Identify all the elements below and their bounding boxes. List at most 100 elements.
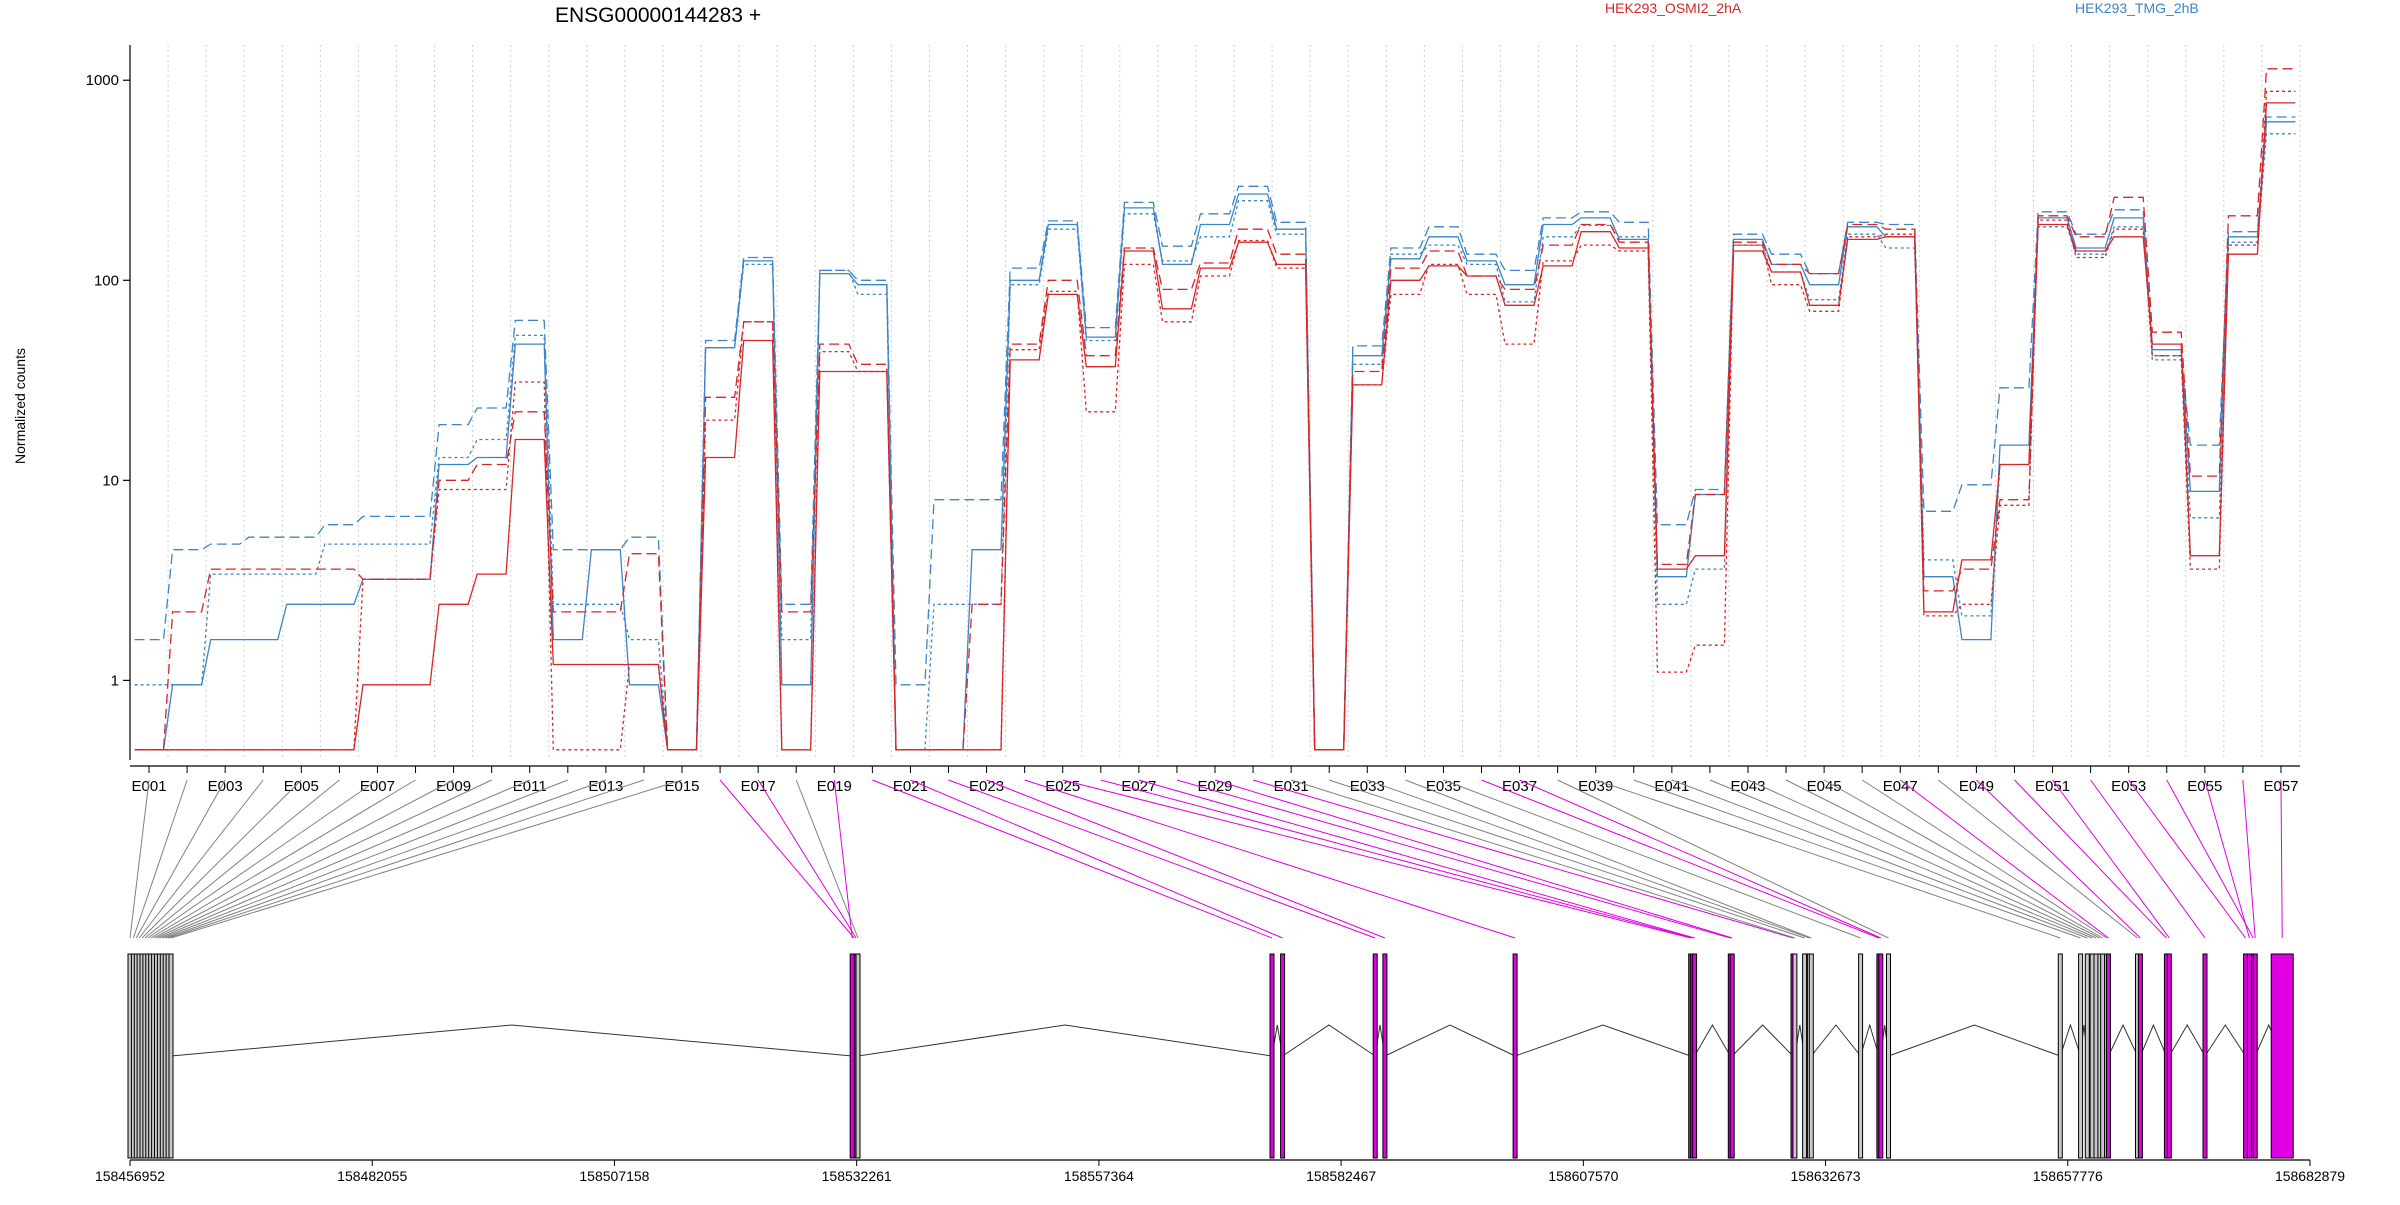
exon-connector — [1633, 779, 2081, 939]
grid — [129, 45, 2301, 760]
exon-connector — [170, 779, 683, 939]
x-tick-label: E005 — [284, 778, 319, 795]
x-tick-label: E045 — [1807, 778, 1842, 795]
exon-box — [1802, 953, 1808, 1159]
series-line-b-solid — [134, 121, 2296, 751]
coordinate-tick-label: 158607570 — [1548, 1168, 1618, 1184]
exon-connector — [129, 779, 150, 939]
exon-connector — [132, 779, 188, 939]
exon-connector — [1595, 779, 2061, 939]
exon-connector — [1214, 779, 1733, 939]
x-tick-label: E013 — [588, 778, 623, 795]
exon-connector — [1329, 779, 1805, 939]
coordinate-tick-label: 158632673 — [1791, 1168, 1861, 1184]
x-tick-label: E039 — [1578, 778, 1613, 795]
y-tick-label: 10 — [102, 472, 119, 489]
chart-title: ENSG00000144283 + — [555, 4, 761, 27]
exon-connector — [165, 779, 607, 939]
exon-connector — [795, 779, 859, 939]
x-tick-label: E043 — [1730, 778, 1765, 795]
exon-box — [2202, 953, 2208, 1159]
exon-connector — [1519, 779, 1882, 939]
exon-connector — [167, 779, 645, 939]
coordinate-tick-label: 158682879 — [2275, 1168, 2345, 1184]
exon-connectors — [129, 779, 2283, 939]
intron-line — [170, 1023, 2283, 1057]
exon-connector — [159, 779, 530, 939]
coordinate-tick-label: 158557364 — [1064, 1168, 1134, 1184]
exon-connector — [150, 779, 416, 939]
exon-connector — [948, 779, 1376, 939]
exon-connector — [1976, 779, 2141, 939]
y-tick-label: 1000 — [86, 72, 119, 89]
exon-box — [1280, 953, 1286, 1159]
y-axis: 1 10 100 1000 — [86, 45, 131, 760]
exon-box — [2078, 953, 2084, 1159]
exon-connector — [1405, 779, 1812, 939]
exon-box — [1382, 953, 1388, 1159]
x-tick-label: E021 — [893, 778, 928, 795]
exon-connector — [135, 779, 226, 939]
exon-connector — [1443, 779, 1861, 939]
exon-box — [2084, 953, 2090, 1159]
series-line-a-dotted — [134, 90, 2296, 751]
exon-connector — [2280, 779, 2283, 939]
exon-connector — [1861, 779, 2107, 939]
coordinate-tick-label: 158507158 — [579, 1168, 649, 1184]
x-tick-label: E051 — [2035, 778, 2070, 795]
exon-connector — [1899, 779, 2109, 939]
y-tick-label: 100 — [94, 272, 119, 289]
exon-connector — [1290, 779, 1796, 939]
exon-box — [2137, 953, 2143, 1159]
x-tick-label: E029 — [1197, 778, 1232, 795]
exon-box — [2166, 953, 2172, 1159]
exon-box — [2252, 953, 2258, 1159]
coordinate-tick-label: 158582467 — [1306, 1168, 1376, 1184]
exon-connector — [162, 779, 568, 939]
x-tick-label: E003 — [208, 778, 243, 795]
series-line-a-solid — [134, 102, 2296, 751]
exon-connector — [1823, 779, 2103, 939]
exon-box — [2100, 953, 2106, 1159]
exon-connector — [1100, 779, 1693, 939]
x-tick-label: E033 — [1350, 778, 1385, 795]
exon-connector — [757, 779, 857, 939]
exon-box — [1878, 953, 1884, 1159]
exon-connector — [2204, 779, 2250, 939]
coordinate-tick-label: 158532261 — [822, 1168, 892, 1184]
exon-box — [1729, 953, 1735, 1159]
exon-connector — [2128, 779, 2246, 939]
exon-connector — [1252, 779, 1794, 939]
exon-box — [1269, 953, 1275, 1159]
exon-connector — [138, 779, 264, 939]
exon-box — [2106, 953, 2111, 1159]
exon-connector — [1138, 779, 1695, 939]
series-line-b-dotted — [134, 133, 2296, 751]
exon-connector — [1557, 779, 1889, 939]
exon-connector — [153, 779, 454, 939]
exon-connector — [147, 779, 378, 939]
exon-box — [2246, 953, 2252, 1159]
exon-box — [1512, 953, 1518, 1159]
exon-connector — [2090, 779, 2206, 939]
exon-box — [2057, 953, 2063, 1159]
x-tick-label: E015 — [664, 778, 699, 795]
legend-label-osmi2: HEK293_OSMI2_2hA — [1605, 0, 1742, 16]
exon-connector — [719, 779, 855, 939]
exon-connector — [1785, 779, 2101, 939]
x-tick-label: E055 — [2187, 778, 2222, 795]
exon-connector — [144, 779, 340, 939]
x-tick-label: E007 — [360, 778, 395, 795]
exon-box — [1858, 953, 1864, 1159]
x-tick-label: E009 — [436, 778, 471, 795]
x-tick-label: E049 — [1959, 778, 1994, 795]
exon-connector — [2166, 779, 2254, 939]
exon-connector — [1938, 779, 2138, 939]
exon-connector — [1481, 779, 1880, 939]
exon-connector — [1747, 779, 2097, 939]
gene-model — [127, 953, 2294, 1159]
exon-box — [1692, 953, 1698, 1159]
legend-label-tmg: HEK293_TMG_2hB — [2075, 0, 2199, 16]
